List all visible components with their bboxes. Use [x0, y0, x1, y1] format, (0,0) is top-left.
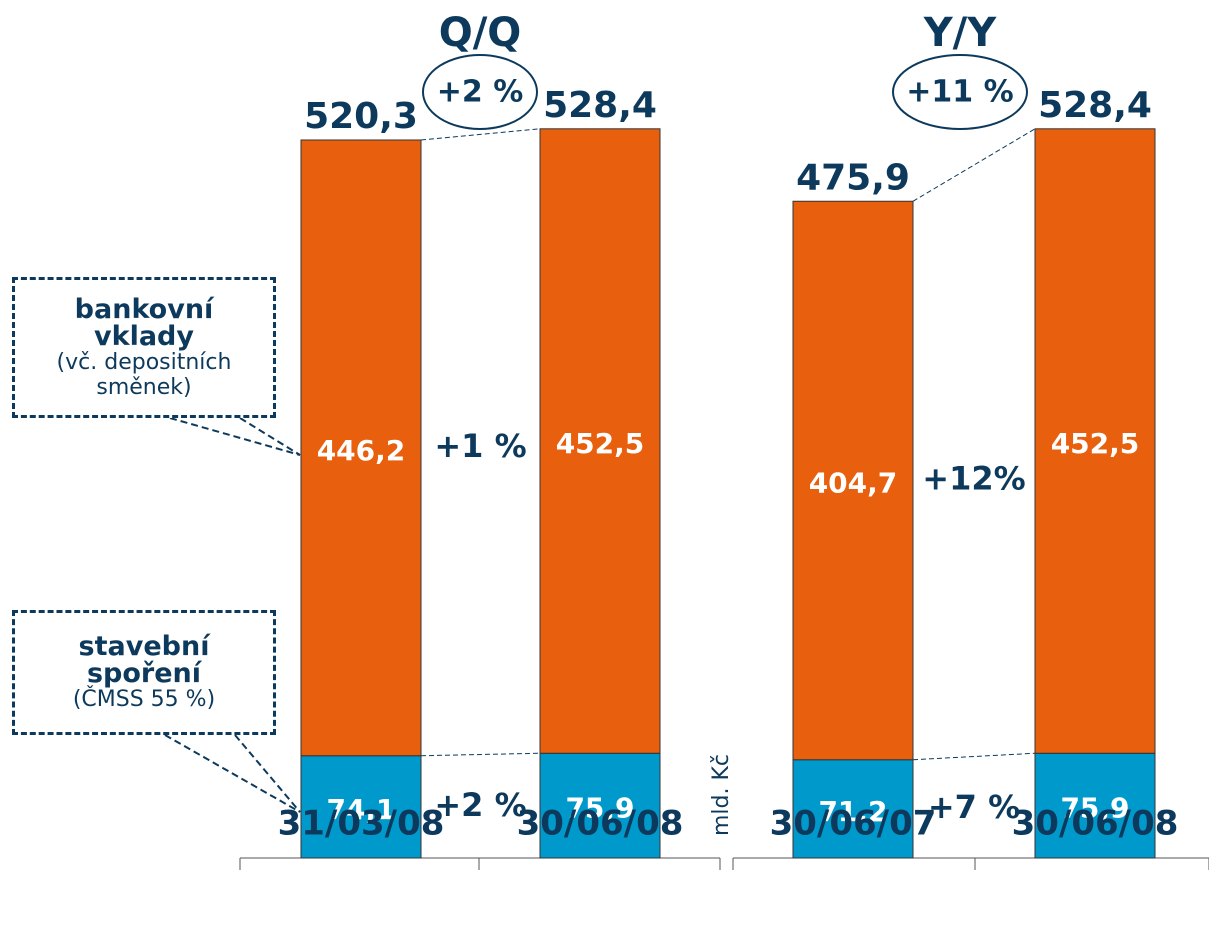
- total-label: 528,4: [1038, 85, 1152, 126]
- legend-callout: stavební spoření (ČMSS 55 %): [12, 610, 276, 735]
- callout-pointer: [164, 734, 301, 813]
- panel-title: Y/Y: [923, 10, 998, 56]
- connector: [912, 128, 1036, 202]
- bar-segment: [539, 752, 661, 859]
- value-label: 75,9: [565, 792, 634, 825]
- value-label: 71,2: [818, 795, 887, 828]
- change-ellipse: [892, 54, 1028, 130]
- change-label: +7 %: [928, 788, 1020, 826]
- bar-segment: [792, 759, 914, 859]
- value-label: 446,2: [317, 434, 406, 467]
- callout-pointer: [169, 417, 301, 456]
- total-label: 520,3: [304, 96, 418, 137]
- x-tick-label: 31/03/08: [278, 804, 445, 844]
- value-label: 74,1: [326, 793, 395, 826]
- legend-callout: bankovní vklady (vč. depositních směnek): [12, 277, 276, 418]
- bar-segment: [792, 200, 914, 761]
- unit-label: mld. Kč: [709, 754, 734, 836]
- bar-segment: [300, 139, 422, 757]
- legend-name: stavební spoření: [78, 631, 210, 689]
- x-tick-label: 30/06/08: [1012, 804, 1179, 844]
- callout-pointer: [239, 417, 301, 456]
- connector: [420, 128, 541, 141]
- bar-segment: [539, 128, 661, 754]
- value-label: 75,9: [1060, 792, 1129, 825]
- legend-name: bankovní vklady: [74, 293, 214, 352]
- value-label: 452,5: [556, 427, 645, 460]
- x-tick-label: 30/06/07: [770, 804, 937, 844]
- connector: [420, 752, 541, 757]
- connector: [912, 752, 1036, 761]
- total-label: 475,9: [796, 157, 910, 198]
- value-label: 404,7: [809, 467, 898, 500]
- total-change: +2 %: [437, 75, 524, 110]
- bar-segment: [1034, 128, 1156, 754]
- bar-segment: [1034, 752, 1156, 859]
- panel-title: Q/Q: [439, 10, 522, 56]
- change-label: +2 %: [434, 786, 526, 824]
- total-label: 528,4: [543, 85, 657, 126]
- change-label: +12%: [922, 460, 1025, 498]
- bar-segment: [300, 755, 422, 859]
- total-change: +11 %: [906, 75, 1013, 110]
- callout-pointer: [234, 734, 301, 813]
- legend-note: (ČMSS 55 %): [72, 687, 216, 712]
- x-tick-label: 30/06/08: [517, 804, 684, 844]
- legend-note: (vč. depositních směnek): [56, 349, 232, 400]
- change-label: +1 %: [434, 427, 526, 465]
- value-label: 452,5: [1051, 427, 1140, 460]
- change-ellipse: [422, 54, 538, 130]
